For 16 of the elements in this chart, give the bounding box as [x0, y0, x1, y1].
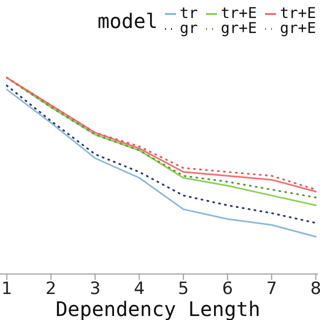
x-tick-label: 7 [266, 279, 278, 300]
x-axis-title: Dependency Length [56, 297, 260, 320]
legend-label: tr+E [220, 4, 257, 22]
x-tick-label: 8 [310, 279, 320, 300]
x-tick-label: 2 [46, 279, 56, 300]
legend-label: gr+E [220, 19, 257, 37]
x-tick-label: 5 [178, 279, 189, 300]
x-tick-label: 3 [90, 279, 101, 300]
legend-label: tr [180, 4, 198, 22]
x-tick-label: 6 [222, 279, 233, 300]
legend-label: tr+E [280, 4, 316, 22]
x-tick-label: 4 [134, 279, 145, 300]
x-tick-label: 1 [1, 279, 12, 300]
legend-title: model [97, 9, 158, 33]
legend-label: gr [180, 19, 198, 37]
legend-label: gr+E [280, 19, 316, 37]
